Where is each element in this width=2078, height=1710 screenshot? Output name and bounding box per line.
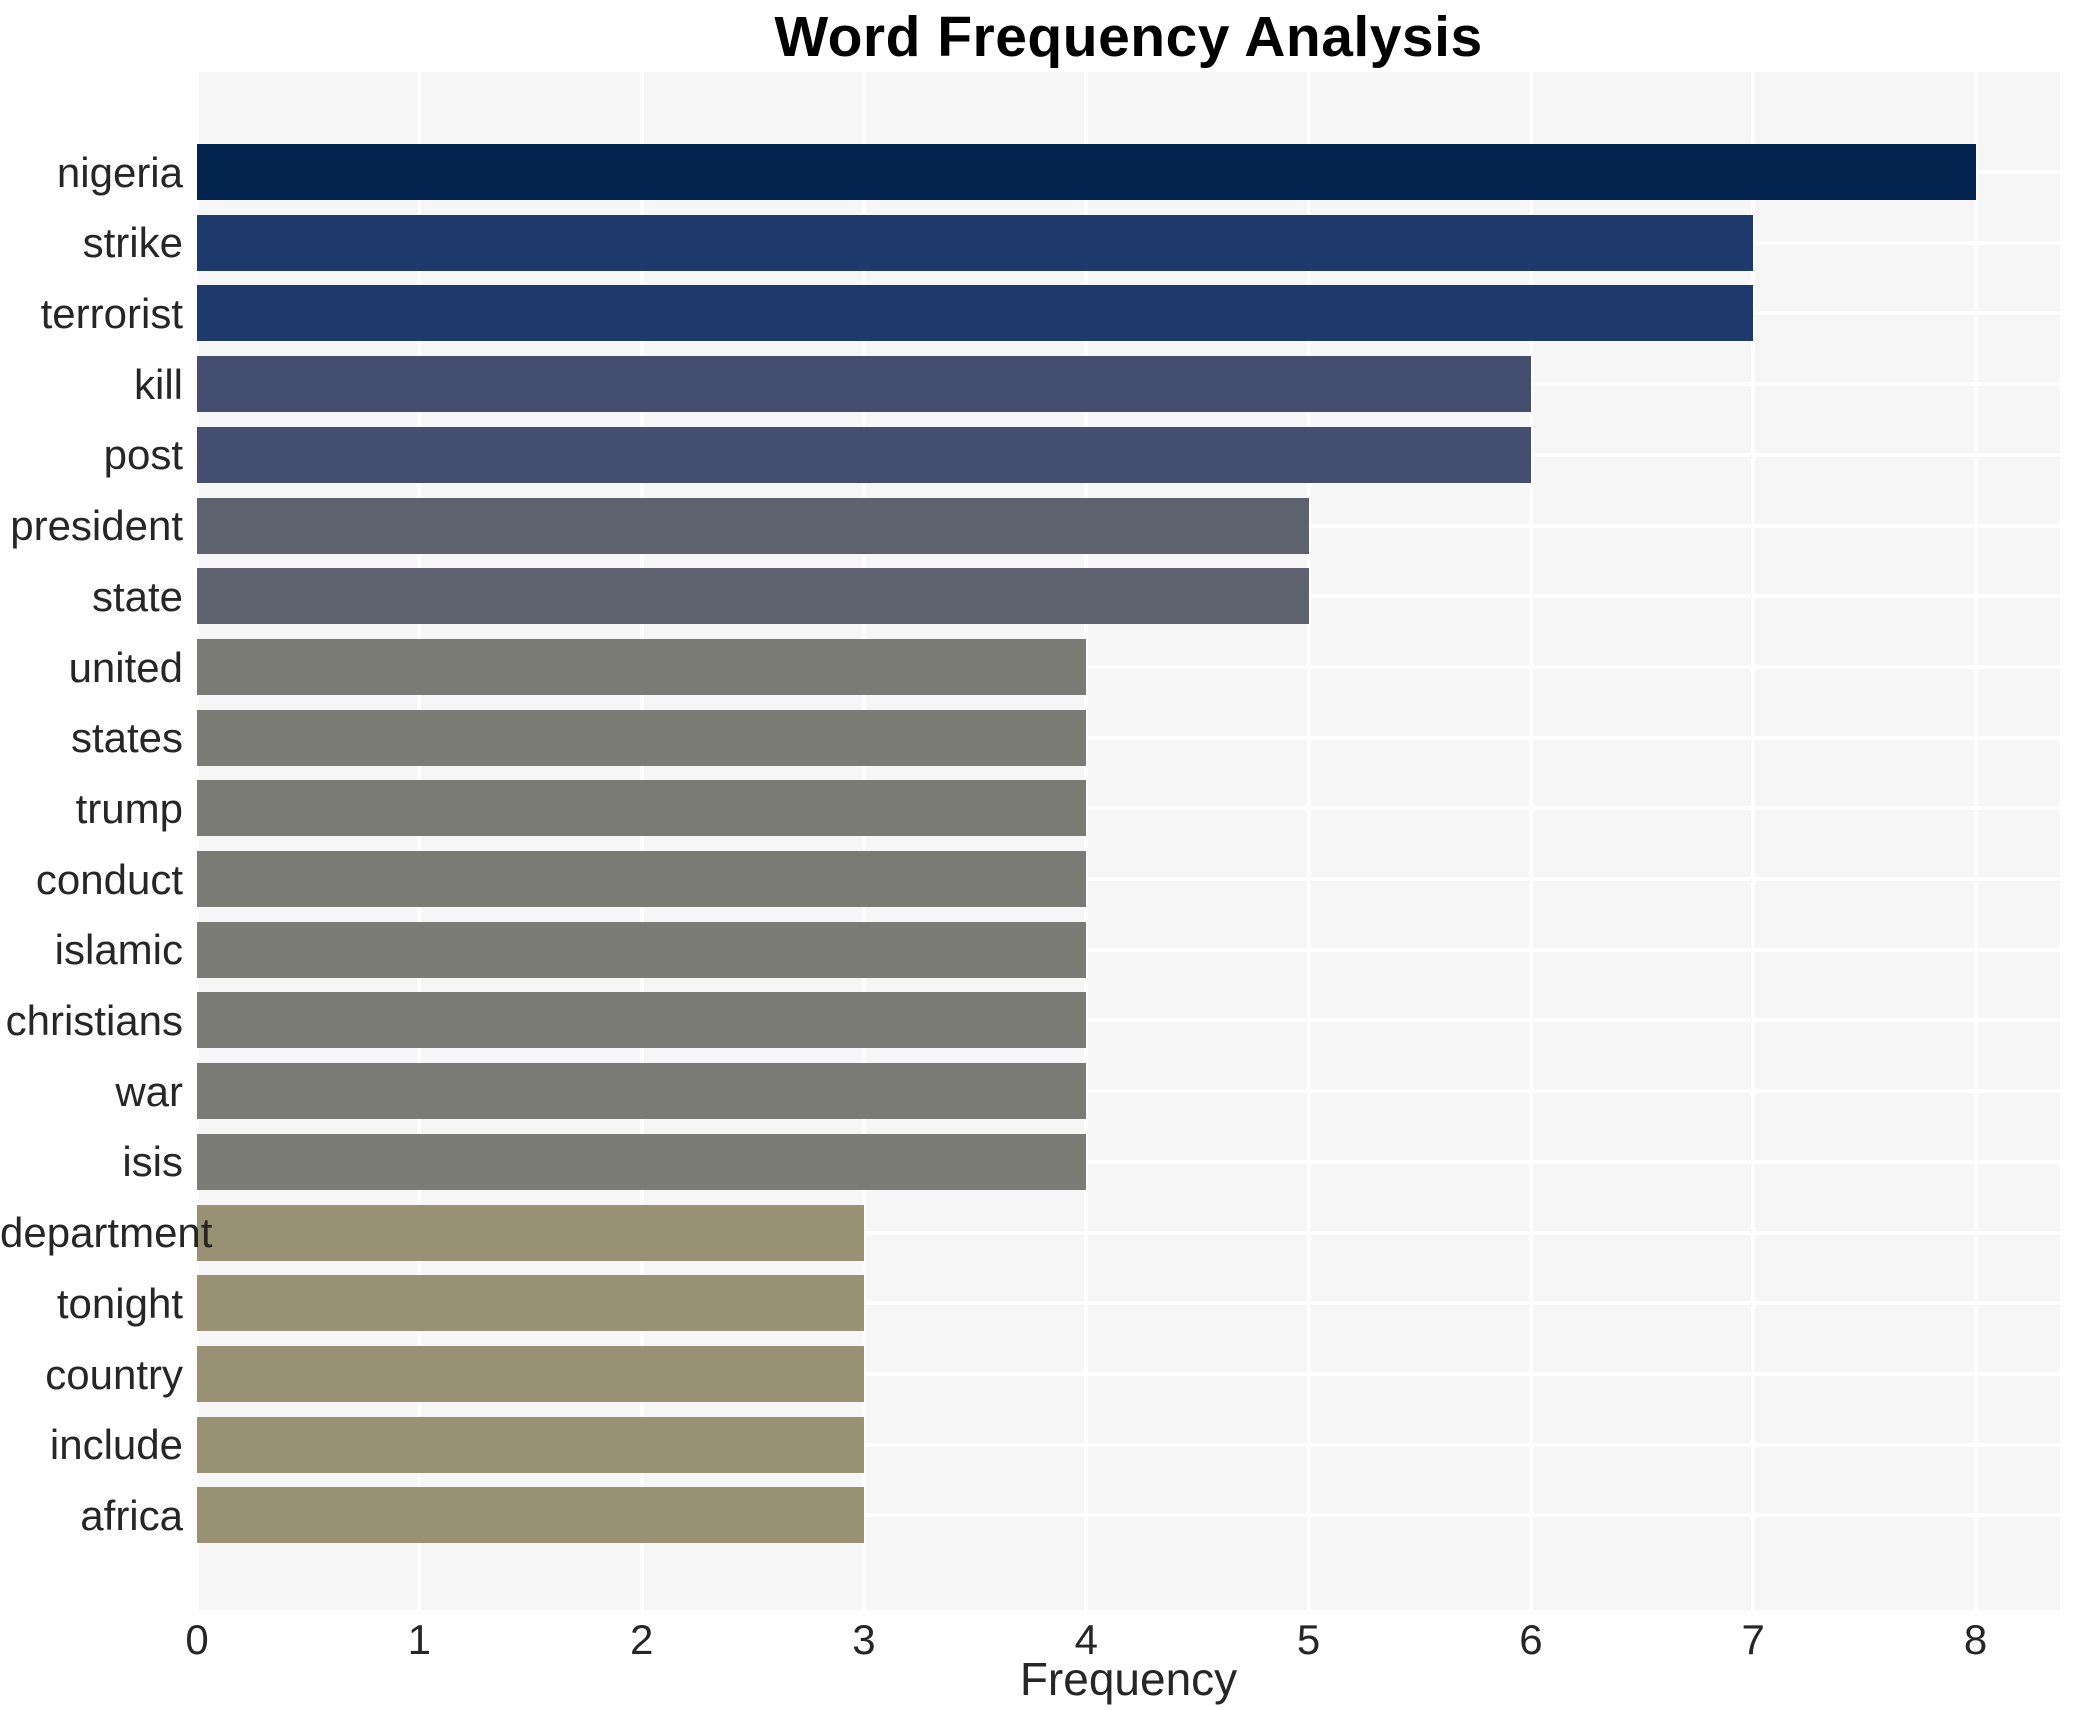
category-label-war: war xyxy=(115,1067,183,1115)
bar-conduct xyxy=(197,851,1087,907)
bar-war xyxy=(197,1063,1087,1120)
x-tick-1: 1 xyxy=(407,1616,431,1663)
x-tick-7: 7 xyxy=(1741,1616,1765,1663)
bar-department xyxy=(197,1204,864,1261)
category-label-united: united xyxy=(68,643,183,691)
category-label-africa: africa xyxy=(80,1491,183,1539)
x-tick-6: 6 xyxy=(1519,1616,1543,1663)
category-label-include: include xyxy=(49,1421,183,1469)
bar-africa xyxy=(197,1487,864,1544)
gridline-horizontal xyxy=(197,877,2060,881)
bar-islamic xyxy=(197,921,1087,978)
category-label-president: president xyxy=(10,502,183,550)
category-label-kill: kill xyxy=(134,360,183,408)
x-tick-3: 3 xyxy=(852,1616,876,1663)
gridline-horizontal xyxy=(197,1230,2060,1235)
gridline-horizontal xyxy=(197,664,2060,669)
category-label-trump: trump xyxy=(75,784,183,832)
gridline-vertical xyxy=(417,72,422,1610)
x-tick-2: 2 xyxy=(629,1616,654,1663)
category-label-islamic: islamic xyxy=(54,926,183,974)
category-label-post: post xyxy=(103,431,183,479)
category-label-strike: strike xyxy=(82,219,183,267)
x-tick-0: 0 xyxy=(185,1616,209,1663)
bar-isis xyxy=(197,1133,1087,1190)
gridline-horizontal xyxy=(197,947,2060,952)
gridline-horizontal xyxy=(197,1089,2060,1094)
gridline-vertical xyxy=(639,72,644,1610)
bar-state xyxy=(197,568,1309,625)
gridline-horizontal xyxy=(197,1159,2060,1164)
bar-include xyxy=(197,1416,864,1473)
gridline-vertical xyxy=(1528,72,1533,1610)
gridline-vertical xyxy=(861,72,866,1610)
plot-area xyxy=(195,72,2060,1610)
gridline-vertical xyxy=(1973,72,1978,1610)
gridline-horizontal xyxy=(197,1371,2060,1376)
gridline-horizontal xyxy=(197,1018,2060,1023)
chart-title: Word Frequency Analysis xyxy=(774,5,1483,69)
x-tick-4: 4 xyxy=(1074,1616,1098,1663)
category-label-nigeria: nigeria xyxy=(56,148,183,196)
x-tick-5: 5 xyxy=(1296,1616,1321,1663)
category-label-christians: christians xyxy=(5,997,183,1045)
category-label-state: state xyxy=(91,572,183,620)
gridline-horizontal xyxy=(197,806,2060,811)
bar-christians xyxy=(197,992,1087,1049)
category-label-conduct: conduct xyxy=(35,855,183,903)
gridline-horizontal xyxy=(197,1301,2060,1306)
bar-trump xyxy=(197,780,1087,837)
category-label-isis: isis xyxy=(122,1138,183,1186)
category-label-terrorist: terrorist xyxy=(40,290,183,338)
bar-country xyxy=(197,1345,864,1402)
bar-president xyxy=(197,497,1309,554)
gridline-horizontal xyxy=(197,1513,2060,1518)
x-axis-title: Frequency xyxy=(1019,1653,1238,1705)
bar-kill xyxy=(197,356,1531,413)
gridline-horizontal xyxy=(197,735,2060,740)
bar-nigeria xyxy=(197,144,1976,200)
category-label-country: country xyxy=(45,1350,183,1398)
bar-post xyxy=(197,426,1531,483)
bar-states xyxy=(197,709,1087,766)
gridline-vertical xyxy=(1084,72,1089,1610)
category-label-department: department xyxy=(0,1209,213,1257)
gridline-vertical xyxy=(195,72,199,1610)
bar-united xyxy=(197,638,1087,695)
gridline-vertical xyxy=(1306,72,1311,1610)
bar-terrorist xyxy=(197,285,1754,342)
bar-strike xyxy=(197,214,1754,271)
category-label-tonight: tonight xyxy=(56,1279,183,1327)
x-tick-8: 8 xyxy=(1963,1616,1988,1663)
gridline-vertical xyxy=(1751,72,1756,1610)
category-label-states: states xyxy=(70,714,183,762)
bar-tonight xyxy=(197,1275,864,1332)
gridline-horizontal xyxy=(197,1442,2060,1447)
